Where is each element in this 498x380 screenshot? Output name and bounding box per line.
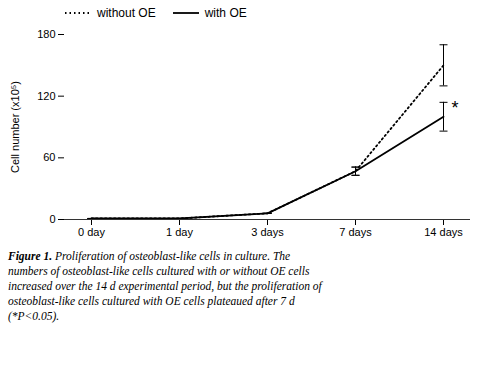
html-text:without OE: without OE <box>97 6 156 20</box>
html-text:with OE: with OE <box>204 6 247 20</box>
svg-text:14 days: 14 days <box>424 226 463 238</box>
svg-text:120: 120 <box>37 90 55 102</box>
svg-text:0 day: 0 day <box>78 226 105 238</box>
svg-text:180: 180 <box>37 28 55 40</box>
svg-text:3 days: 3 days <box>251 226 284 238</box>
svg-text:60: 60 <box>43 151 55 163</box>
svg-text:7 days: 7 days <box>339 226 372 238</box>
html-text:Figure 1. Proliferation of ost: Figure 1. Proliferation of osteoblast-li… <box>8 250 322 322</box>
svg-text:0: 0 <box>49 213 55 225</box>
svg-text:1 day: 1 day <box>166 226 193 238</box>
svg-text:*: * <box>452 98 459 118</box>
svg-text:Cell number (x10⁵): Cell number (x10⁵) <box>9 81 21 173</box>
